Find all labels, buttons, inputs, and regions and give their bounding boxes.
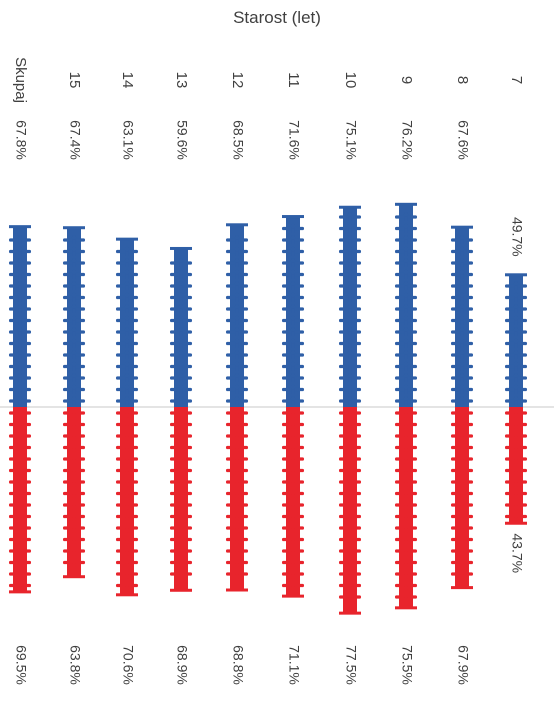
category-label: 12 <box>229 72 246 89</box>
data-label-series-2: 77.5% <box>343 645 359 685</box>
bar-series-1 <box>451 225 473 407</box>
bar-series-2 <box>451 407 473 590</box>
bar-series-2 <box>9 407 31 594</box>
data-label-series-2: 68.8% <box>230 645 246 685</box>
data-label-series-2: 71.1% <box>286 645 302 685</box>
data-label-series-1: 49.7% <box>509 217 525 257</box>
bar-series-1 <box>63 226 85 407</box>
bar-series-2 <box>63 407 85 579</box>
bar-series-2 <box>282 407 304 598</box>
bar-series-2 <box>505 407 527 525</box>
data-label-series-1: 67.8% <box>13 120 29 160</box>
bar-series-1 <box>282 215 304 407</box>
axis-title: Starost (let) <box>233 8 321 27</box>
data-label-series-1: 63.1% <box>120 120 136 160</box>
data-label-series-1: 67.4% <box>67 120 83 160</box>
data-label-series-2: 75.5% <box>399 645 415 685</box>
data-label-series-1: 75.1% <box>343 120 359 160</box>
category-label: 9 <box>398 76 415 84</box>
category-label: Skupaj <box>12 57 29 103</box>
data-label-series-1: 59.6% <box>174 120 190 160</box>
bar-series-2 <box>226 407 248 592</box>
data-label-series-2: 67.9% <box>455 645 471 685</box>
data-label-series-1: 76.2% <box>399 120 415 160</box>
category-label: 13 <box>173 72 190 89</box>
bar-series-1 <box>226 223 248 407</box>
data-label-series-2: 68.9% <box>174 645 190 685</box>
data-label-series-2: 63.8% <box>67 645 83 685</box>
category-label: 15 <box>66 72 83 89</box>
data-label-series-2: 70.6% <box>120 645 136 685</box>
category-label: 11 <box>285 72 302 88</box>
bar-series-1 <box>9 225 31 407</box>
category-label: 14 <box>119 72 136 89</box>
bar-series-1 <box>116 237 138 407</box>
data-label-series-1: 67.6% <box>455 120 471 160</box>
bar-series-1 <box>170 246 192 407</box>
data-label-series-2: 43.7% <box>509 533 525 573</box>
bar-series-1 <box>505 273 527 407</box>
data-label-series-2: 69.5% <box>13 645 29 685</box>
category-label: 7 <box>508 76 525 84</box>
bar-series-2 <box>395 407 417 610</box>
bar-series-2 <box>170 407 192 592</box>
bar-series-2 <box>116 407 138 597</box>
category-label: 8 <box>454 76 471 84</box>
bar-series-1 <box>339 205 361 407</box>
category-label: 10 <box>342 72 359 89</box>
bar-series-1 <box>395 202 417 407</box>
data-label-series-1: 68.5% <box>230 120 246 160</box>
data-label-series-1: 71.6% <box>286 120 302 160</box>
bar-series-2 <box>339 407 361 615</box>
